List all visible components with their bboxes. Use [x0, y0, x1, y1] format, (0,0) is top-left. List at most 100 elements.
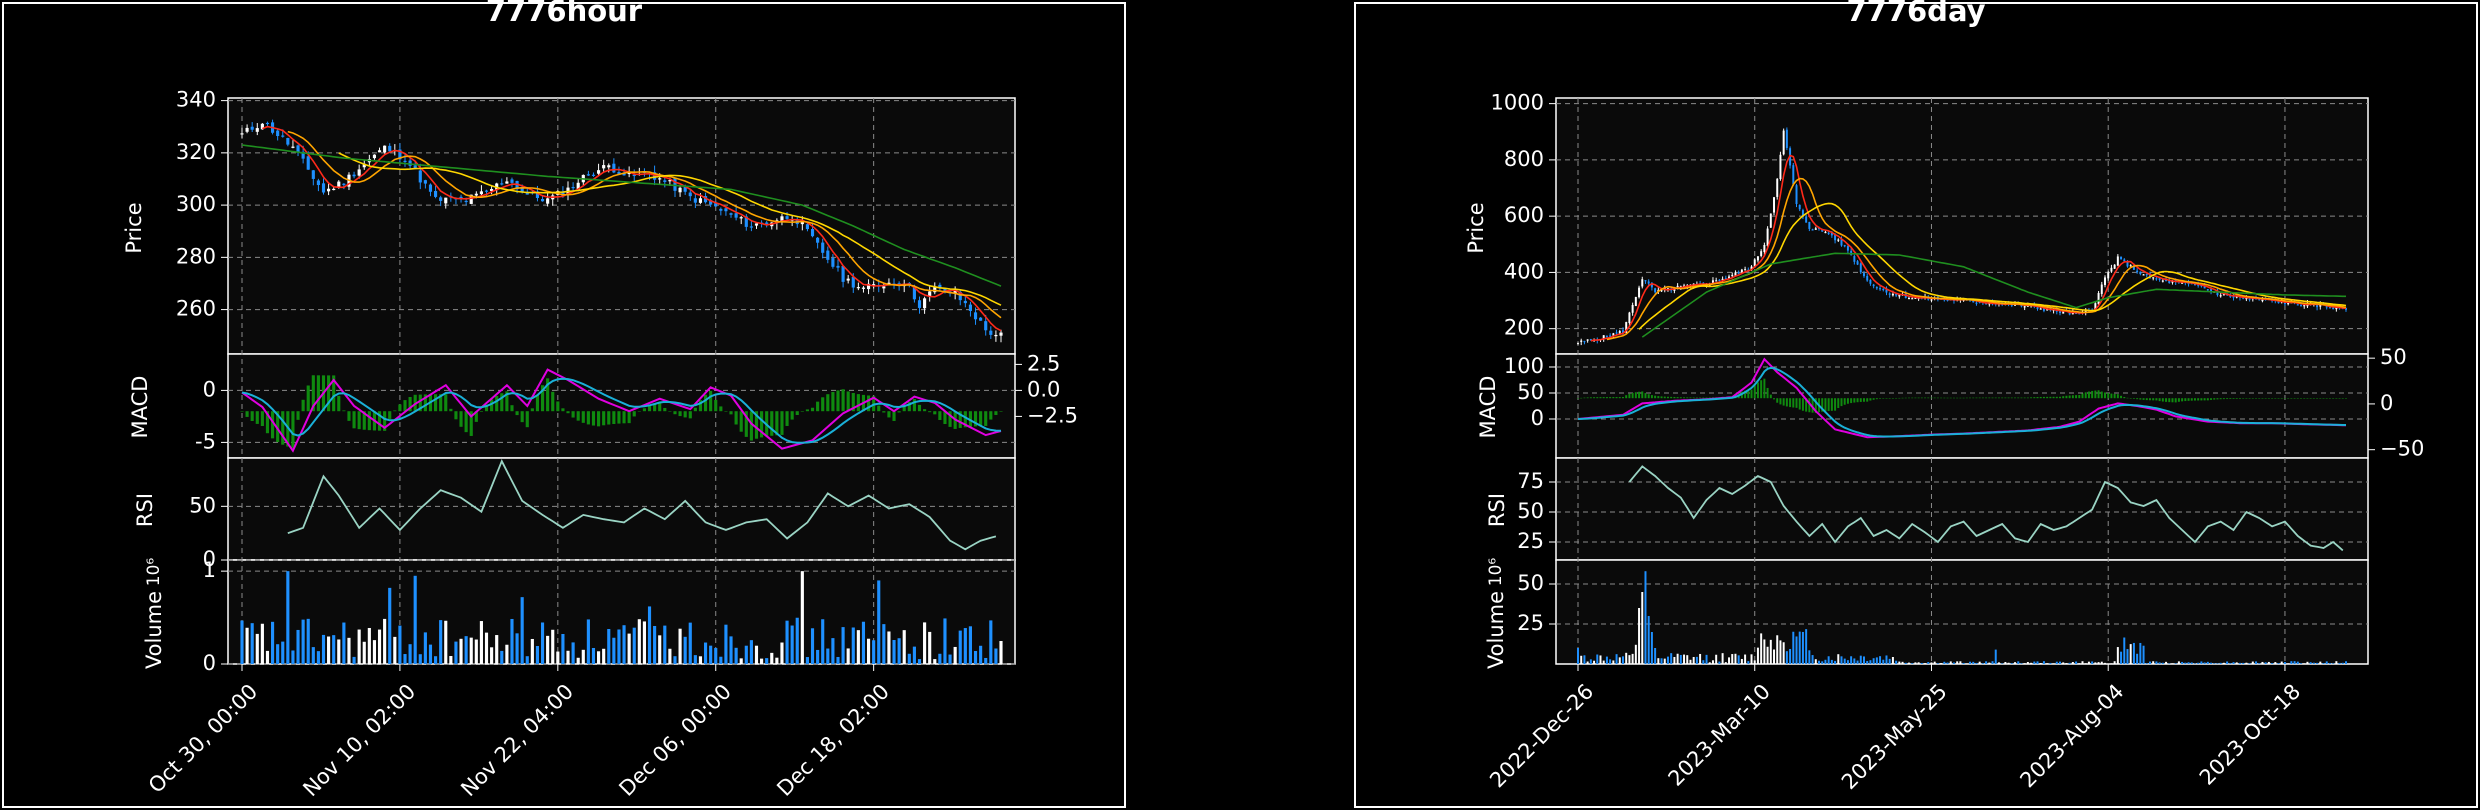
x-tick-label: 2022-Dec-26 — [1485, 679, 1598, 792]
candle-body — [576, 182, 580, 191]
candle-body — [994, 334, 998, 337]
candle-body — [887, 282, 891, 285]
candle-body — [2171, 281, 2174, 283]
candle-body — [546, 198, 550, 204]
candle-body — [2219, 295, 2222, 297]
volume-bar — [1911, 663, 1914, 664]
candle-body — [1760, 251, 1763, 256]
volume-bar — [2010, 663, 2013, 664]
volume-bar — [1952, 662, 1955, 664]
histogram-bar — [1914, 397, 1917, 399]
histogram-bar — [1898, 397, 1901, 399]
histogram-bar — [2104, 392, 2106, 399]
candle-body — [1898, 294, 1901, 297]
histogram-bar — [2036, 397, 2039, 399]
candle-body — [2116, 256, 2119, 266]
histogram-bar — [1785, 398, 1788, 407]
volume-bar — [2200, 661, 2203, 664]
histogram-bar — [1936, 397, 1939, 399]
histogram-bar — [2280, 398, 2283, 399]
volume-bar — [2087, 661, 2090, 664]
candle-body — [668, 180, 672, 182]
histogram-bar — [622, 411, 626, 424]
candle-body — [408, 160, 412, 166]
volume-bar — [2161, 662, 2164, 664]
histogram-bar — [2341, 398, 2344, 399]
volume-bar — [2001, 663, 2004, 664]
volume-bar — [1985, 661, 1988, 664]
histogram-bar — [2216, 398, 2219, 400]
candle-body — [1756, 256, 1759, 261]
histogram-bar — [2136, 398, 2139, 400]
histogram-bar — [1866, 398, 1869, 402]
volume-bar — [495, 635, 499, 664]
candle-body — [1776, 178, 1779, 197]
histogram-bar — [1901, 397, 1904, 399]
volume-bar — [332, 635, 336, 664]
candle-body — [2345, 308, 2347, 310]
volume-bar — [622, 625, 626, 664]
histogram-bar — [2126, 397, 2129, 399]
candle-body — [1650, 282, 1653, 288]
volume-bar — [2030, 662, 2033, 664]
volume-bar — [989, 620, 993, 664]
histogram-bar — [1872, 398, 1875, 400]
x-tick-label: Oct 30, 00:00 — [144, 679, 262, 797]
volume-bar — [535, 646, 540, 664]
histogram-bar — [948, 411, 952, 427]
volume-bar — [1818, 660, 1820, 664]
volume-bar — [566, 650, 570, 664]
candle-body — [439, 197, 443, 201]
histogram-bar — [872, 395, 876, 412]
volume-bar — [1618, 657, 1621, 664]
histogram-bar — [1917, 397, 1920, 399]
histogram-bar — [841, 389, 845, 412]
volume-bar — [2078, 663, 2081, 664]
volume-bar — [1914, 662, 1917, 664]
volume-bar — [1962, 662, 1965, 664]
volume-bar — [474, 639, 478, 664]
volume-bar — [1875, 657, 1878, 664]
histogram-bar — [989, 411, 993, 420]
volume-bar — [1699, 653, 1702, 664]
volume-bar — [2219, 662, 2222, 664]
volume-bar — [311, 647, 315, 664]
volume-bar — [1663, 658, 1666, 664]
candle-body — [2283, 302, 2286, 305]
candle-body — [627, 172, 631, 175]
volume-bar — [1862, 656, 1865, 664]
histogram-bar — [902, 406, 906, 412]
volume-bar — [270, 621, 275, 664]
volume-bar — [510, 618, 514, 664]
histogram-bar — [968, 411, 973, 427]
plot-area-macd — [1555, 353, 2369, 459]
volume-bar — [2248, 663, 2251, 664]
ma-mid-line — [1606, 177, 2347, 341]
candle-body — [1737, 272, 1740, 274]
volume-bar — [2004, 661, 2007, 664]
histogram-bar — [2219, 398, 2222, 400]
volume-bar — [1856, 660, 1859, 664]
candle-body — [2222, 294, 2225, 296]
candle-body — [703, 196, 708, 203]
volume-bar — [1853, 658, 1856, 664]
histogram-bar — [2014, 397, 2017, 399]
histogram-bar — [2213, 398, 2216, 400]
macd-right-tick-label: 2.5 — [1027, 351, 1060, 375]
candle-body — [968, 304, 973, 311]
histogram-bar — [729, 411, 733, 415]
volume-bar — [1801, 631, 1804, 664]
volume-bar — [291, 650, 295, 664]
histogram-bar — [2168, 398, 2171, 403]
histogram-bar — [255, 411, 259, 424]
histogram-bar — [1988, 397, 1991, 399]
candle-body — [2210, 288, 2213, 292]
volume-exponent-label: 10⁶ — [1486, 557, 1506, 587]
candle-body — [933, 287, 937, 293]
volume-bar — [1686, 655, 1689, 664]
volume-bar — [612, 637, 616, 664]
volume-bar — [2126, 649, 2129, 664]
histogram-bar — [1789, 398, 1792, 408]
histogram-bar — [943, 411, 947, 425]
